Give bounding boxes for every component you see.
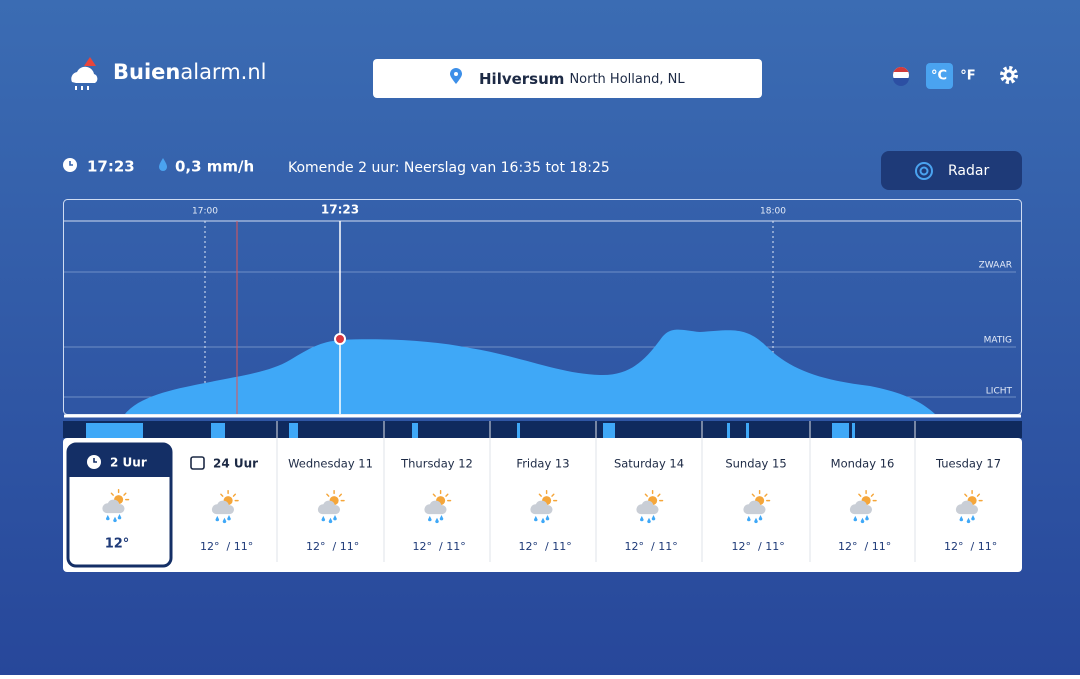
search-box[interactable]: Hilversum North Holland, NL (373, 59, 762, 98)
day-card[interactable]: Sunday 15 12° / 11° (725, 421, 811, 562)
day-label: Wednesday 11 (288, 457, 373, 471)
shape (289, 423, 298, 438)
temp-high: 12° (838, 540, 858, 553)
level-label: ZWAAR (979, 261, 1012, 271)
fahrenheit[interactable]: °F (960, 69, 975, 84)
temp-high: 12° (519, 540, 539, 553)
now-label: 17:23 (321, 203, 359, 217)
rain-strip (63, 421, 1022, 438)
level-label: LICHT (986, 387, 1013, 397)
temperature: 12° (105, 537, 130, 552)
shape (893, 67, 909, 75)
shape (211, 423, 225, 438)
shape (125, 329, 935, 414)
shape (603, 423, 615, 438)
shape (69, 161, 73, 166)
day-label: Thursday 12 (400, 457, 473, 471)
settings[interactable] (1000, 66, 1018, 84)
temp-high: 12° (306, 540, 326, 553)
day-card[interactable]: Tuesday 17 12° / 11° (935, 457, 1001, 554)
shape (746, 423, 749, 438)
clock-hands (93, 458, 97, 463)
temp-low: / 11° (865, 540, 892, 553)
temp-high: 12° (413, 540, 433, 553)
logo-bold: Buien (113, 60, 180, 84)
shape: Hilversum North Holland, NL (479, 70, 685, 88)
day-card[interactable]: Wednesday 11 12° / 11° (288, 421, 385, 562)
day-cards: 2 Uur 12° 24 Uur 12° / 11° Wednesday 11 12° / 1… (66, 421, 1001, 568)
calendar-icon (190, 456, 205, 470)
day-card[interactable]: Friday 13 12° / 11° (516, 421, 597, 562)
temp-high: 12° (944, 540, 964, 553)
day-label: Tuesday 17 (935, 457, 1001, 471)
drop-icon (159, 158, 167, 171)
day-label: 2 Uur (110, 456, 147, 470)
shape (334, 333, 346, 345)
day-label: Monday 16 (831, 457, 895, 471)
current-time: 17:23 (87, 158, 135, 176)
day-card[interactable]: Thursday 12 12° / 11° (400, 421, 491, 562)
temp-high: 12° (732, 540, 752, 553)
shape (832, 423, 849, 438)
rain-strip-bars (86, 423, 855, 438)
radar-label: Radar (948, 163, 989, 179)
logo-text: Buienalarm.nl (113, 60, 266, 84)
celsius-button[interactable] (926, 63, 953, 89)
shape (919, 166, 929, 176)
clock-icon (63, 158, 77, 172)
temp-high: 12° (625, 540, 645, 553)
rain-rate: 0,3 mm/h (175, 158, 254, 176)
shape (71, 66, 98, 83)
shape (1006, 72, 1012, 78)
day-label: Friday 13 (516, 457, 569, 471)
shape (373, 59, 762, 98)
shape (852, 423, 855, 438)
shape (75, 86, 89, 90)
level-label: MATIG (984, 336, 1012, 346)
logo[interactable]: Buienalarm.nl (71, 57, 266, 90)
time-label: 17:00 (192, 207, 218, 217)
temp-low: / 11° (439, 540, 466, 553)
shape (1000, 66, 1018, 84)
day-card[interactable]: Monday 16 12° / 11° (831, 421, 916, 562)
shape (893, 78, 909, 86)
shape (454, 72, 458, 76)
shape (84, 57, 96, 66)
radar-button[interactable]: Radar (881, 151, 1022, 190)
shape (727, 423, 730, 438)
shape (915, 162, 933, 180)
day-label: Sunday 15 (725, 457, 786, 471)
temp-low: / 11° (971, 540, 998, 553)
logo-rest: alarm.nl (180, 60, 266, 84)
day-label: Saturday 14 (614, 457, 684, 471)
temp-low: / 11° (333, 540, 360, 553)
shape (881, 151, 1022, 190)
shape (517, 423, 520, 438)
region: North Holland, NL (569, 72, 685, 87)
shape (412, 423, 418, 438)
celsius[interactable]: °C (931, 69, 947, 84)
temp-low: / 11° (758, 540, 785, 553)
day-card[interactable]: Saturday 14 12° / 11° (614, 421, 703, 562)
day-card[interactable]: 2 Uur 12° (66, 421, 173, 568)
language-flag[interactable] (893, 67, 909, 86)
temp-low: / 11° (227, 540, 254, 553)
time-label: 18:00 (760, 207, 786, 217)
city: Hilversum (479, 70, 564, 88)
temp-high: 12° (200, 540, 220, 553)
day-card[interactable]: 24 Uur 12° / 11° (190, 421, 278, 562)
temp-low: / 11° (651, 540, 678, 553)
forecast-text: Komende 2 uur: Neerslag van 16:35 tot 18… (288, 160, 610, 176)
temp-low: / 11° (545, 540, 572, 553)
day-label: 24 Uur (213, 457, 258, 471)
precipitation-graph (63, 199, 1022, 418)
shape (86, 423, 143, 438)
